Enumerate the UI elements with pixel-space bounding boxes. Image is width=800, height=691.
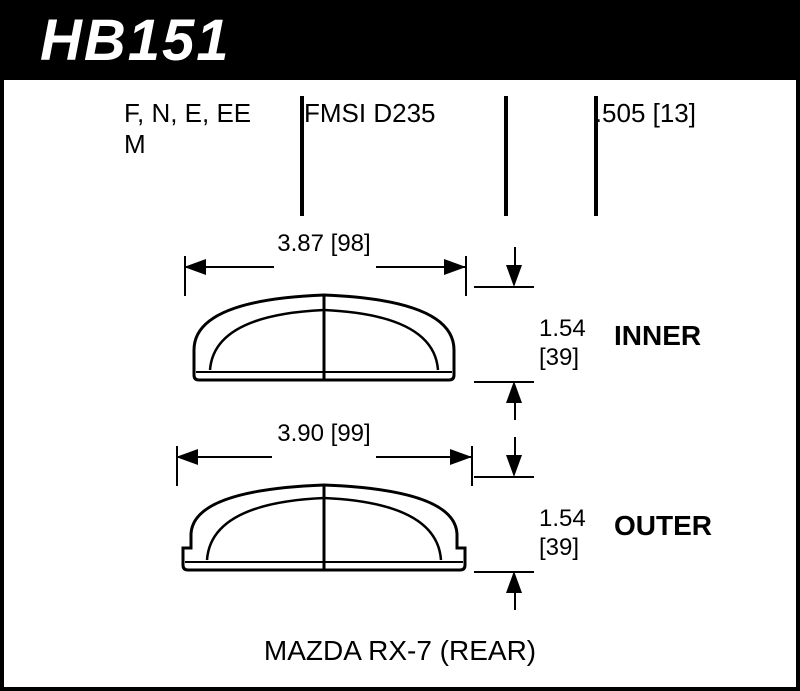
- application-label: MAZDA RX-7 (REAR): [4, 635, 796, 667]
- outer-height-value: 1.54 [39]: [539, 505, 586, 563]
- arrow-down-icon: [506, 455, 522, 477]
- part-number: HB151: [40, 7, 231, 74]
- column-divider: [504, 96, 508, 216]
- diagram-area: 3.87 [98]: [4, 230, 796, 620]
- outer-height-mm: [39]: [539, 534, 586, 563]
- inner-height-value: 1.54 [39]: [539, 315, 586, 373]
- column-divider: [300, 96, 304, 216]
- column-divider: [594, 96, 598, 216]
- compounds-line-2: M: [124, 129, 304, 160]
- dimension-line: [514, 437, 516, 457]
- outer-pad-group: 3.90 [99] 1: [4, 420, 796, 620]
- dimension-line: [514, 590, 516, 610]
- inner-pad-group: 3.87 [98]: [4, 230, 796, 420]
- arrow-up-icon: [506, 571, 522, 593]
- dimension-line: [514, 247, 516, 267]
- outer-height-in: 1.54: [539, 505, 586, 534]
- extension-line: [474, 381, 534, 383]
- inner-height-in: 1.54: [539, 315, 586, 344]
- arrow-up-icon: [506, 381, 522, 403]
- outer-pad-outline: [169, 470, 479, 580]
- fmsi-label: FMSI D235: [304, 98, 504, 160]
- extension-line: [474, 476, 534, 478]
- arrow-down-icon: [506, 265, 522, 287]
- dimension-line: [176, 456, 272, 458]
- extension-line: [474, 571, 534, 573]
- outer-label: OUTER: [614, 510, 712, 542]
- dimension-line: [184, 266, 274, 268]
- spec-row: F, N, E, EE M FMSI D235 .505 [13]: [4, 80, 796, 160]
- extension-line: [474, 286, 534, 288]
- inner-pad-outline: [174, 280, 474, 390]
- arrow-right-icon: [444, 259, 466, 275]
- inner-height-mm: [39]: [539, 344, 586, 373]
- dimension-line: [514, 400, 516, 420]
- thickness-label: .505 [13]: [595, 98, 756, 160]
- inner-width-dimension: 3.87 [98]: [184, 230, 464, 258]
- outer-width-dimension: 3.90 [99]: [184, 420, 464, 448]
- arrow-right-icon: [450, 449, 472, 465]
- header-bar: HB151: [0, 0, 800, 80]
- inner-label: INNER: [614, 320, 701, 352]
- compounds-line-1: F, N, E, EE: [124, 98, 304, 129]
- content-panel: F, N, E, EE M FMSI D235 .505 [13] 3.87 […: [0, 80, 800, 691]
- compounds-column: F, N, E, EE M: [124, 98, 304, 160]
